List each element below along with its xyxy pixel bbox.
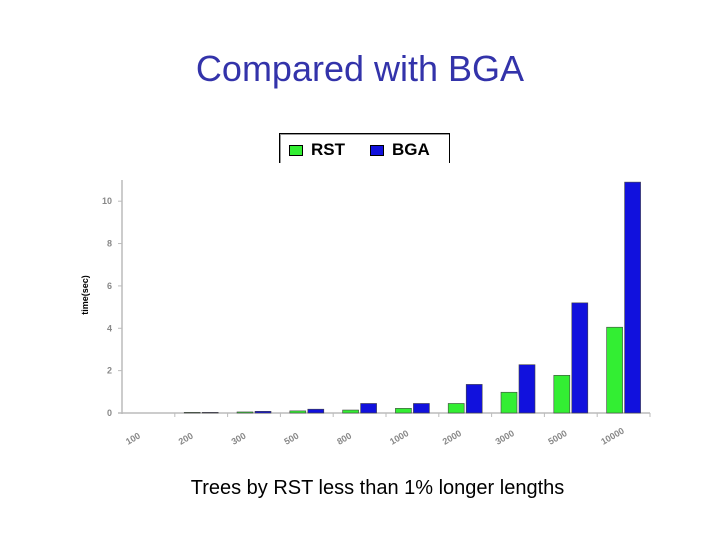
legend-label-rst: RST — [311, 140, 345, 159]
y-axis-title: time(sec) — [80, 275, 90, 315]
chart-legend: RST BGA — [279, 133, 450, 163]
y-tick-label: 10 — [102, 196, 112, 206]
bar-rst — [236, 411, 254, 414]
x-tick-label: 300 — [230, 431, 248, 447]
y-tick-label: 0 — [107, 408, 112, 418]
x-tick-label: 500 — [282, 431, 300, 447]
x-tick-label: 2000 — [441, 428, 463, 447]
x-tick-label: 3000 — [494, 428, 516, 447]
x-tick-label: 1000 — [388, 428, 410, 447]
bar-bga — [571, 302, 589, 414]
bar-bga — [465, 384, 483, 414]
bar-rst — [289, 410, 307, 414]
y-tick-label: 8 — [107, 239, 112, 249]
bar-bga — [518, 364, 536, 414]
x-tick-label: 100 — [124, 431, 142, 447]
legend-swatch-bga — [370, 145, 384, 156]
bar-bga — [201, 412, 219, 414]
bar-rst — [395, 408, 412, 414]
x-tick-label: 200 — [177, 431, 195, 447]
slide-caption: Trees by RST less than 1% longer lengths — [190, 477, 565, 499]
bar-bga — [254, 411, 272, 414]
bar-rst — [500, 391, 518, 414]
bar-bga — [307, 408, 325, 414]
bar-bga — [360, 403, 377, 414]
bar-rst — [342, 409, 359, 414]
slide-title: Compared with BGA — [195, 48, 525, 89]
bar-bga — [624, 181, 641, 414]
y-tick-label: 2 — [107, 366, 112, 376]
bar-rst — [183, 412, 201, 414]
x-tick-label: 10000 — [599, 426, 626, 447]
x-tick-label: 800 — [335, 431, 353, 447]
y-tick-label: 4 — [107, 323, 112, 333]
bar-bga — [413, 403, 430, 414]
bar-rst — [447, 403, 465, 414]
y-tick-label: 6 — [107, 281, 112, 291]
legend-swatch-rst — [289, 145, 303, 156]
x-tick-label: 5000 — [546, 428, 568, 447]
legend-label-bga: BGA — [392, 140, 430, 159]
bar-rst — [553, 374, 571, 414]
bar-rst — [606, 326, 623, 414]
